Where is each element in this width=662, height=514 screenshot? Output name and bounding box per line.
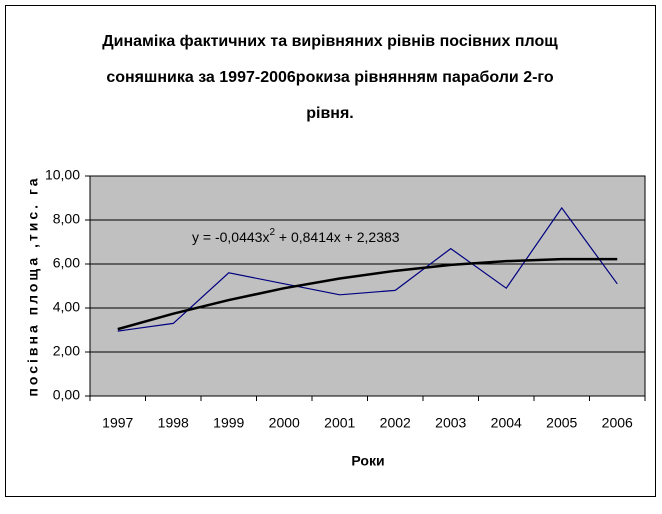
x-tick-label: 2005	[546, 415, 577, 431]
x-tick-label: 2003	[435, 415, 466, 431]
y-tick-label: 2,00	[53, 343, 80, 359]
chart-title: Динаміка фактичних та вирівняних рівнів …	[102, 33, 558, 50]
x-tick-label: 1997	[102, 415, 133, 431]
y-axis-label: посівна площа ,тис. га	[25, 175, 41, 396]
equation-sup: 2	[269, 227, 275, 238]
y-tick-label: 4,00	[53, 299, 80, 315]
x-axis-label: Роки	[351, 453, 384, 469]
equation-text: y = -0,0443x	[192, 229, 269, 245]
equation: y = -0,0443x2 + 0,8414x + 2,2383	[192, 227, 400, 245]
chart-title: соняшника за 1997-2006рокиза рівнянням п…	[106, 69, 554, 86]
y-tick-label: 6,00	[53, 255, 80, 271]
plot-area	[89, 175, 646, 397]
x-tick-label: 2002	[380, 415, 411, 431]
x-tick-label: 2006	[602, 415, 633, 431]
x-tick-label: 2004	[491, 415, 522, 431]
y-tick-label: 8,00	[53, 211, 80, 227]
x-tick-label: 2000	[269, 415, 300, 431]
equation-text: + 0,8414x + 2,2383	[275, 229, 400, 245]
x-tick-label: 1998	[158, 415, 189, 431]
y-tick-label: 10,00	[45, 167, 80, 183]
actual-line	[117, 206, 618, 332]
x-tick-label: 1999	[213, 415, 244, 431]
trend-line	[117, 257, 618, 331]
x-tick-label: 2001	[324, 415, 355, 431]
chart-title: рівня.	[306, 105, 354, 122]
y-tick-label: 0,00	[53, 387, 80, 403]
